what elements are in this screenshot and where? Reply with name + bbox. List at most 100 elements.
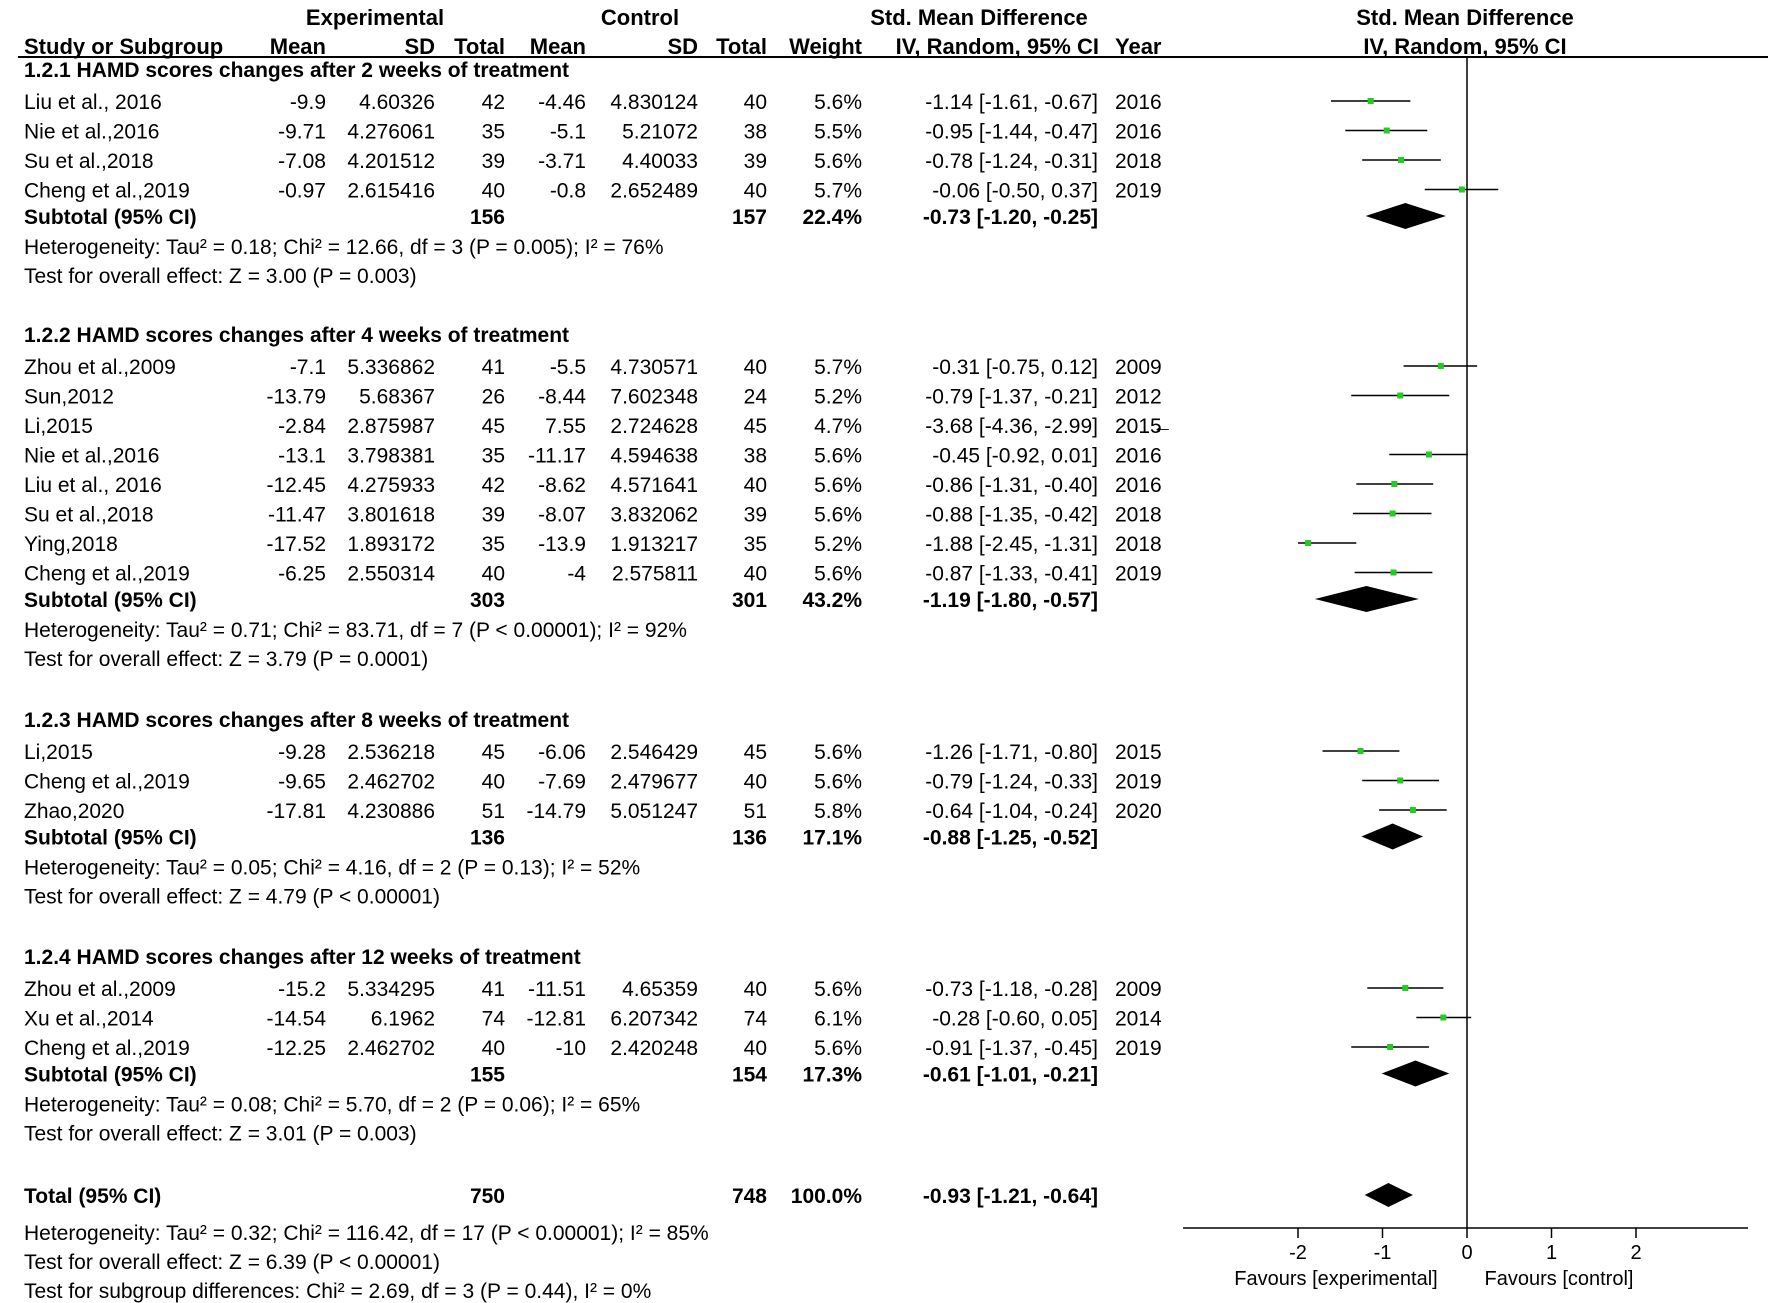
mean-exp: -15.2 — [278, 978, 326, 1001]
mean-ctl: -10 — [556, 1037, 586, 1060]
mean-ctl: -14.79 — [526, 800, 586, 823]
sd-exp: 2.615416 — [347, 180, 435, 203]
total-ctl: 40 — [744, 563, 767, 586]
header-smd-right: Std. Mean Difference — [1356, 5, 1574, 30]
sd-ctl: 4.594638 — [610, 445, 698, 468]
col-total-ctl: Total — [716, 34, 767, 59]
total-ctl: 39 — [744, 150, 767, 173]
study-name: Zhou et al.,2009 — [24, 978, 176, 1001]
total-exp: 40 — [482, 563, 505, 586]
total-ctl: 40 — [744, 356, 767, 379]
sd-exp: 4.201512 — [347, 150, 435, 173]
col-year: Year — [1115, 34, 1162, 59]
study-name: Ying,2018 — [24, 533, 118, 556]
mean-exp: -17.81 — [266, 800, 326, 823]
sd-ctl: 2.546429 — [610, 741, 698, 764]
study-name: Li,2015 — [24, 741, 93, 764]
total-ctl: 40 — [744, 771, 767, 794]
sd-exp: 2.536218 — [347, 741, 435, 764]
weight: 5.6% — [814, 91, 862, 114]
year: 2009 — [1115, 356, 1162, 379]
mean-ctl: -4 — [567, 563, 586, 586]
ci-text: -0.86 [-1.31, -0.40] — [925, 474, 1098, 497]
favours-experimental: Favours [experimental] — [1234, 1268, 1437, 1290]
col-sd-exp: SD — [404, 34, 435, 59]
subtotal-label: Subtotal (95% CI) — [24, 206, 197, 229]
mean-ctl: -11.17 — [528, 445, 586, 468]
point-estimate — [1409, 807, 1416, 813]
year: 2016 — [1115, 474, 1162, 497]
total-exp: 39 — [482, 504, 505, 527]
x-tick-label: 2 — [1630, 1242, 1641, 1264]
mean-ctl: -7.69 — [538, 771, 586, 794]
overall-effect: Test for overall effect: Z = 3.01 (P = 0… — [24, 1123, 417, 1146]
subtotal-total-ctl: 157 — [732, 206, 767, 229]
mean-ctl: 7.55 — [545, 415, 586, 438]
year: 2014 — [1115, 1008, 1162, 1031]
study-name: Zhou et al.,2009 — [24, 356, 176, 379]
point-estimate — [1357, 748, 1364, 754]
total-note: Test for subgroup differences: Chi² = 2.… — [24, 1280, 651, 1303]
total-weight: 100.0% — [791, 1185, 863, 1208]
subtotal-total-ctl: 301 — [732, 589, 767, 612]
study-name: Su et al.,2018 — [24, 504, 154, 527]
sd-exp: 6.1962 — [371, 1008, 435, 1031]
sd-ctl: 4.40033 — [622, 150, 698, 173]
sd-exp: 5.68367 — [359, 386, 435, 409]
subtotal-weight: 17.3% — [802, 1064, 862, 1087]
mean-exp: -2.84 — [278, 415, 326, 438]
overall-effect: Test for overall effect: Z = 3.79 (P = 0… — [24, 648, 428, 671]
sd-exp: 2.462702 — [347, 771, 435, 794]
sd-ctl: 4.730571 — [610, 356, 698, 379]
weight: 5.6% — [814, 563, 862, 586]
sd-exp: 2.462702 — [347, 1037, 435, 1060]
mean-exp: -13.1 — [278, 445, 326, 468]
weight: 5.6% — [814, 1037, 862, 1060]
total-exp: 35 — [482, 121, 505, 144]
total-diamond — [1364, 1183, 1413, 1207]
subtotal-total-ctl: 136 — [732, 827, 767, 850]
overall-effect: Test for overall effect: Z = 4.79 (P < 0… — [24, 886, 440, 909]
year: 2016 — [1115, 91, 1162, 114]
mean-ctl: -11.51 — [528, 978, 586, 1001]
year: 2018 — [1115, 533, 1162, 556]
mean-ctl: -13.9 — [538, 533, 586, 556]
point-estimate — [1397, 392, 1404, 399]
study-name: Cheng et al.,2019 — [24, 771, 190, 794]
subtotal-total-exp: 303 — [470, 589, 505, 612]
subtotal-label: Subtotal (95% CI) — [24, 589, 197, 612]
mean-exp: -9.71 — [278, 121, 326, 144]
ci-text: -0.91 [-1.37, -0.45] — [925, 1037, 1098, 1060]
sd-exp: 4.230886 — [347, 800, 435, 823]
header-smd-left: Std. Mean Difference — [870, 5, 1088, 30]
ci-text: -1.14 [-1.61, -0.67] — [925, 91, 1098, 114]
study-name: Zhao,2020 — [24, 800, 124, 823]
total-n-ctl: 748 — [732, 1185, 767, 1208]
year: 2018 — [1115, 504, 1162, 527]
point-estimate — [1383, 127, 1390, 134]
year: 2019 — [1115, 563, 1162, 586]
mean-ctl: -0.8 — [550, 180, 586, 203]
total-exp: 74 — [482, 1008, 506, 1031]
mean-ctl: -3.71 — [538, 150, 586, 173]
sd-ctl: 7.602348 — [610, 386, 698, 409]
subtotal-diamond — [1365, 203, 1446, 229]
ci-text: -0.95 [-1.44, -0.47] — [925, 121, 1098, 144]
header-control: Control — [601, 5, 679, 30]
point-estimate — [1458, 186, 1465, 193]
sd-exp: 5.334295 — [347, 978, 435, 1001]
study-name: Li,2015 — [24, 415, 93, 438]
point-estimate — [1367, 98, 1374, 104]
favours-control: Favours [control] — [1485, 1268, 1634, 1290]
total-ci: -0.93 [-1.21, -0.64] — [923, 1185, 1098, 1208]
mean-ctl: -12.81 — [526, 1008, 586, 1031]
ci-text: -0.88 [-1.35, -0.42] — [925, 504, 1098, 527]
point-estimate — [1391, 481, 1398, 487]
total-exp: 35 — [482, 445, 505, 468]
offscale-arrow: ← — [1152, 415, 1173, 438]
total-exp: 35 — [482, 533, 505, 556]
study-name: Cheng et al.,2019 — [24, 1037, 190, 1060]
ci-text: -0.78 [-1.24, -0.31] — [925, 150, 1098, 173]
col-ci: IV, Random, 95% CI — [896, 34, 1099, 59]
subtotal-weight: 43.2% — [802, 589, 862, 612]
